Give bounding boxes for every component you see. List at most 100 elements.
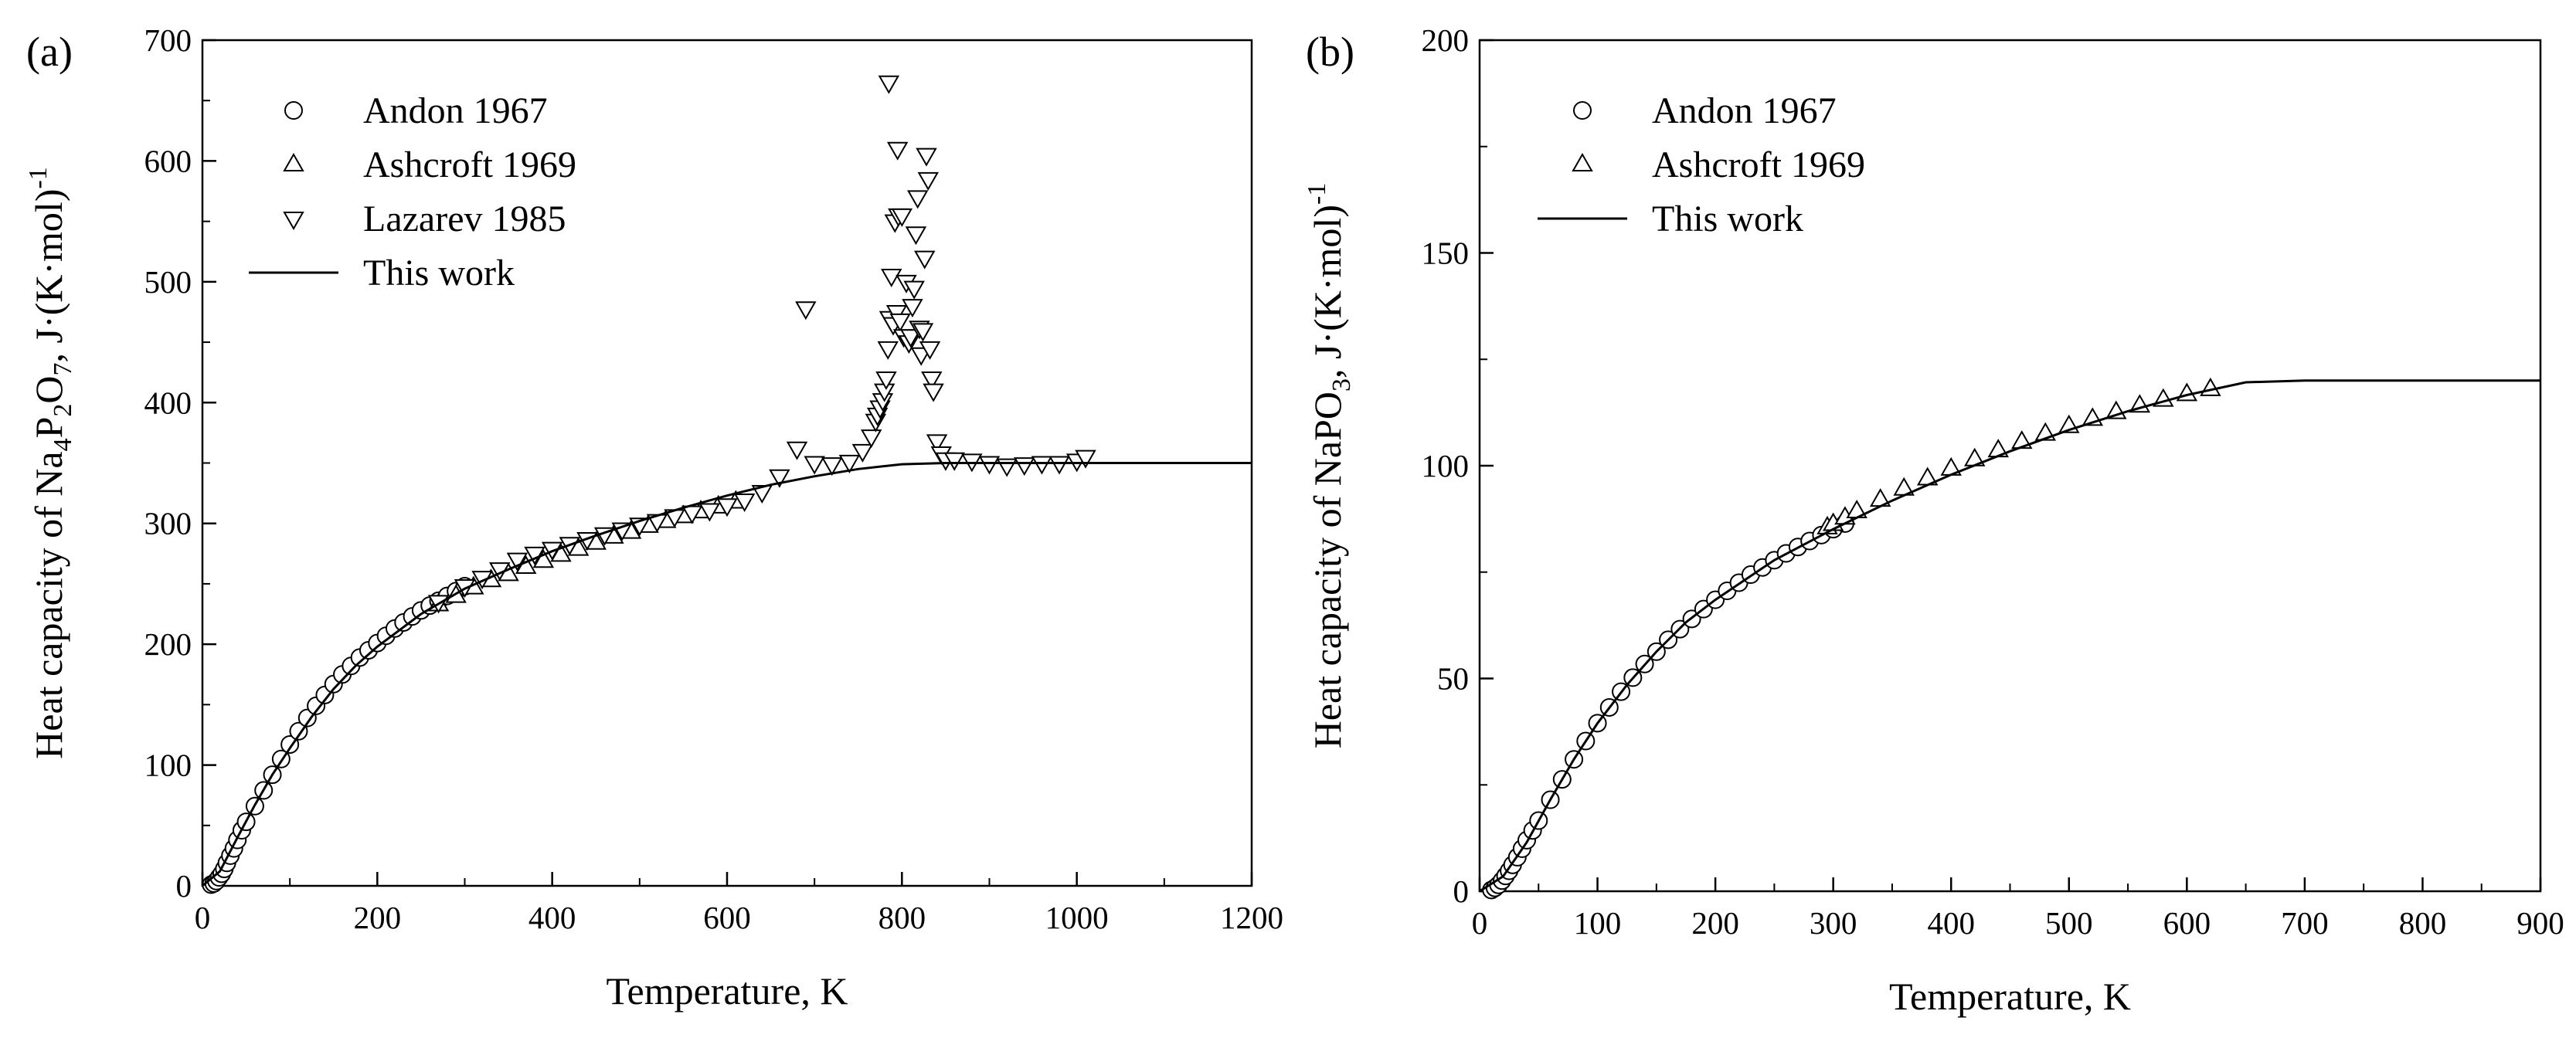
- data-point: [838, 454, 861, 473]
- y-axis-title: Heat capacity of NaPO3, J·(K·mol)-1: [1303, 183, 1356, 749]
- data-point: [878, 75, 900, 94]
- panel-a: 0 200 400 600 800 1000 1200 0 100 200 300 400 500 600…: [24, 22, 1283, 1013]
- y-axis-title-text: P: [27, 417, 70, 439]
- data-point: [881, 269, 902, 288]
- legend: Andon 1967 Ashcroft 1969 This work: [1538, 90, 1865, 239]
- y-tick-label: 200: [1422, 22, 1470, 58]
- legend-label: Andon 1967: [1652, 90, 1837, 131]
- y-tick-label: 700: [144, 22, 192, 58]
- x-tick-label: 200: [354, 900, 402, 935]
- data-point: [919, 341, 941, 360]
- y-axis-title-sub: 4: [49, 438, 77, 451]
- data-point: [921, 371, 943, 391]
- x-tick-label: 300: [1810, 905, 1857, 941]
- legend-label: This work: [1652, 198, 1803, 239]
- x-tick-label: 800: [878, 900, 926, 935]
- data-point: [978, 456, 1001, 475]
- series-lazarev-1985: [427, 75, 1096, 614]
- data-point: [716, 498, 738, 517]
- data-point: [899, 329, 922, 348]
- data-point: [698, 503, 721, 522]
- y-tick-label: 100: [144, 748, 192, 783]
- data-point: [821, 457, 843, 477]
- series-andon-1967: [1482, 514, 1854, 900]
- data-point: [795, 301, 817, 321]
- series-this-work: [1480, 379, 2540, 891]
- y-axis-title-sub: 3: [1327, 378, 1356, 392]
- x-tick-label: 0: [195, 900, 211, 935]
- data-point: [891, 208, 913, 227]
- legend-triangle-down-symbol: [283, 212, 304, 231]
- data-point: [916, 148, 937, 167]
- x-tick-label: 600: [2163, 905, 2211, 941]
- x-axis-title: Temperature, K: [1889, 975, 2131, 1018]
- legend-triangle-up-symbol: [1572, 152, 1593, 171]
- panel-b: 0 100 200 300 400 500 600 700 800 900 0 50 100 150 200…: [1303, 22, 2564, 1018]
- x-axis-title: Temperature, K: [606, 969, 848, 1013]
- data-point: [889, 313, 911, 332]
- data-point: [861, 429, 882, 449]
- legend: Andon 1967 Ashcroft 1969 Lazarev 1985 This …: [249, 90, 576, 293]
- data-point: [851, 443, 874, 463]
- x-tick-label: 800: [2399, 905, 2447, 941]
- data-point: [1031, 456, 1053, 475]
- y-tick-label: 0: [176, 868, 192, 904]
- y-tick-label: 150: [1422, 236, 1470, 271]
- y-axis-title-text: , J·(K·mol): [1306, 205, 1349, 378]
- legend-circle-symbol: [284, 101, 303, 120]
- x-tick-label: 100: [1574, 905, 1622, 941]
- x-tick-label: 0: [1472, 905, 1488, 941]
- legend-label: Andon 1967: [363, 90, 548, 131]
- y-axis-title-sup: -1: [1303, 183, 1331, 205]
- plot-frame: [1478, 39, 2542, 893]
- legend-label: Ashcroft 1969: [363, 144, 576, 185]
- x-tick-label: 400: [528, 900, 576, 935]
- legend-label: This work: [363, 253, 515, 293]
- y-tick-label: 50: [1437, 661, 1469, 697]
- data-point: [1048, 456, 1070, 475]
- y-tick-label: 0: [1453, 873, 1470, 909]
- x-tick-label: 700: [2281, 905, 2329, 941]
- x-tick-label: 1000: [1045, 900, 1109, 935]
- data-point: [532, 549, 555, 568]
- x-tick-label: 200: [1691, 905, 1739, 941]
- x-tick-label: 400: [1927, 905, 1975, 941]
- x-tick-label: 500: [2045, 905, 2093, 941]
- y-axis-title-sup: -1: [24, 167, 53, 188]
- data-point: [926, 434, 948, 453]
- data-point: [912, 323, 934, 342]
- y-tick-label: 300: [144, 506, 192, 541]
- y-tick-label: 500: [144, 264, 192, 300]
- data-point: [733, 493, 756, 513]
- y-axis-title-text: Heat capacity of NaPO: [1306, 392, 1349, 748]
- y-tick-label: 400: [144, 385, 192, 420]
- data-point: [875, 371, 897, 391]
- x-tick-label: 1200: [1220, 900, 1283, 935]
- data-point: [902, 299, 923, 318]
- y-tick-label: 600: [144, 143, 192, 178]
- panel-label: (b): [1306, 29, 1354, 75]
- x-tick-label: 900: [2517, 905, 2564, 941]
- panel-label: (a): [26, 29, 73, 75]
- data-point: [289, 721, 308, 741]
- legend-circle-symbol: [1573, 101, 1592, 120]
- series-this-work: [202, 462, 1252, 886]
- this-work-line: [202, 462, 1252, 886]
- data-point: [1075, 449, 1096, 469]
- data-point: [506, 552, 528, 572]
- y-axis-title-text: , J·(K·mol): [27, 189, 70, 363]
- data-point: [914, 250, 936, 270]
- legend-triangle-up-symbol: [283, 152, 304, 171]
- data-point: [786, 441, 808, 460]
- data-point: [923, 383, 944, 402]
- data-point: [1014, 457, 1035, 477]
- data-point: [903, 280, 925, 300]
- data-point: [917, 171, 940, 191]
- legend-label: Lazarev 1985: [363, 198, 566, 239]
- y-tick-label: 100: [1422, 448, 1470, 483]
- data-point: [906, 190, 929, 209]
- y-axis-title-text: Heat capacity of Na: [27, 451, 70, 758]
- y-axis-title-sub: 2: [49, 404, 77, 417]
- data-point: [877, 341, 899, 360]
